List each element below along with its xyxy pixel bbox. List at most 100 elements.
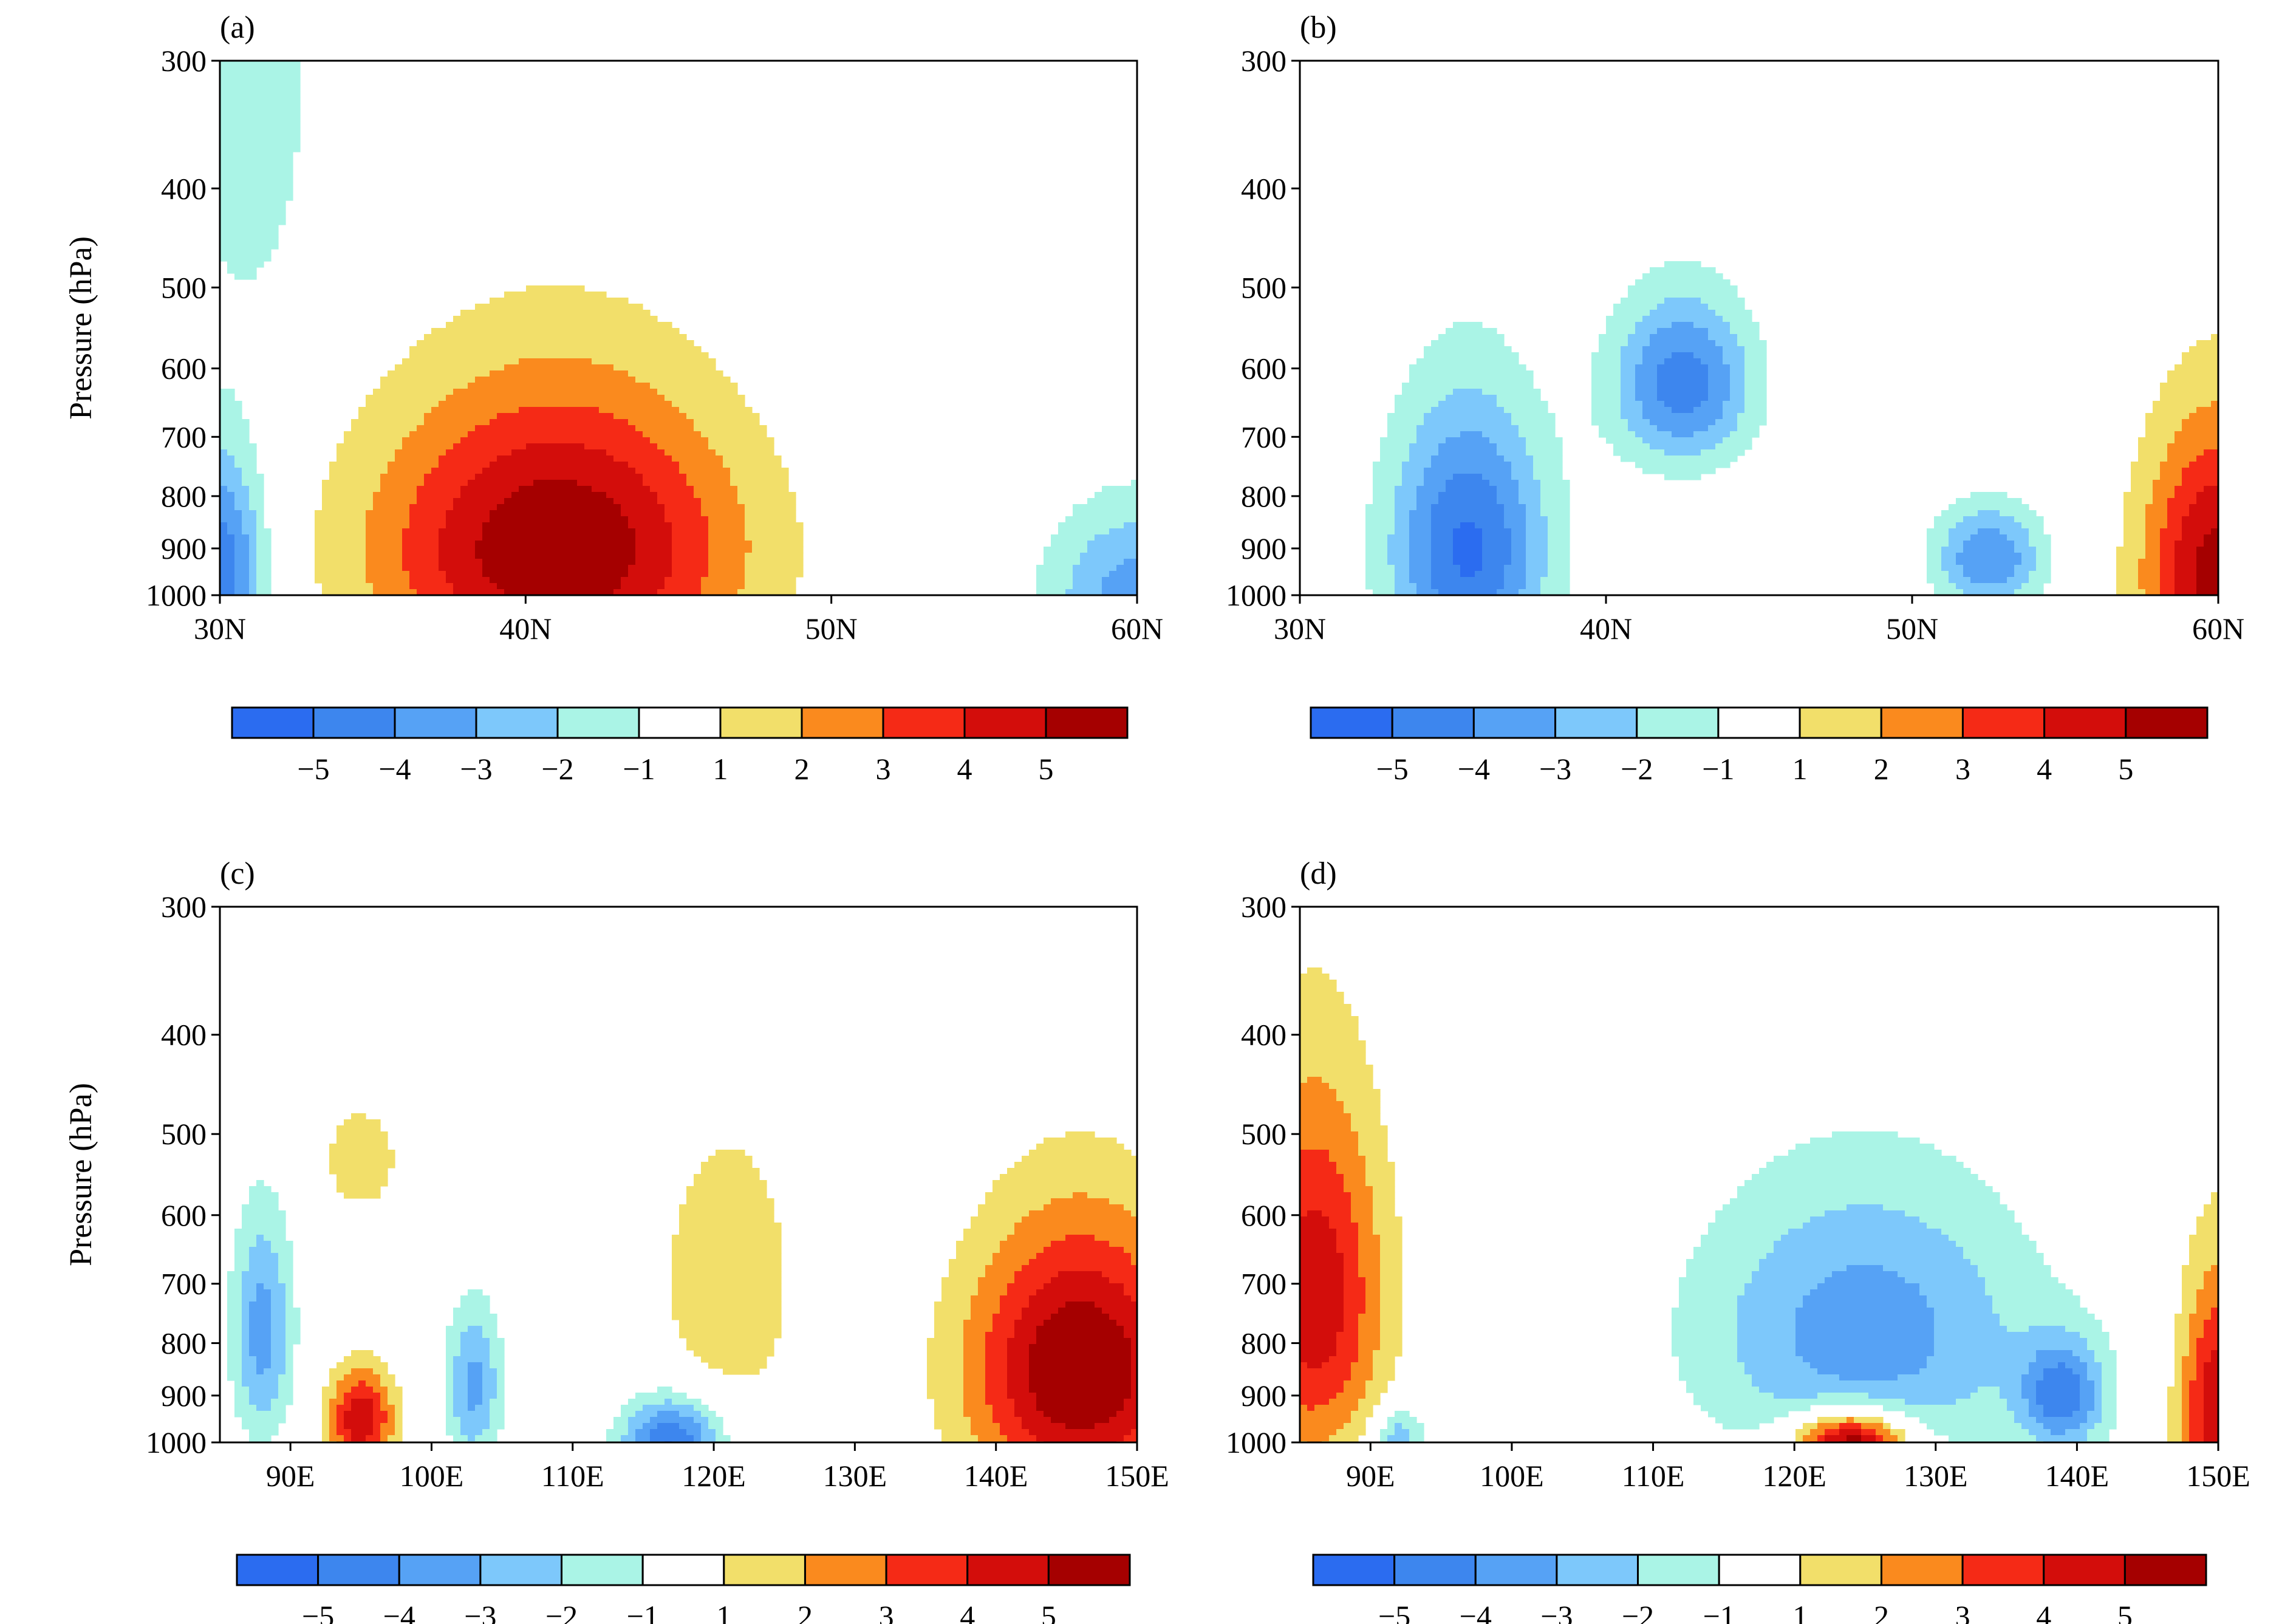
field-cell [1795,1308,1935,1314]
field-cell [1409,377,1534,383]
field-cell [1628,419,1650,426]
field-cell [1606,316,1643,322]
field-cell [1497,589,1519,596]
field-cell [1679,1374,1752,1381]
field-cell [2094,1393,2102,1399]
field-cell [504,364,614,371]
field-cell [249,571,257,578]
field-cell [1344,1314,1359,1320]
field-cell [1109,528,1138,535]
field-cell [1548,522,1570,529]
field-cell [665,516,709,523]
field-cell [592,358,716,365]
field-cell [1591,352,1621,359]
field-cell [1409,1429,1424,1436]
field-cell [1730,322,1760,329]
field-cell [1642,468,1716,474]
field-cell [220,121,301,128]
field-cell [446,1374,454,1381]
field-cell [1402,462,1432,468]
field-cell [366,553,403,559]
field-cell [1336,1429,1366,1436]
field-cell [1446,328,1497,335]
colorbar-box [1636,706,1720,739]
field-cell [1409,1435,1424,1442]
field-cell [927,1393,964,1399]
field-cell [1365,1174,1395,1181]
field-cell [2182,1271,2204,1278]
field-cell [1533,468,1563,474]
field-cell [1759,1387,1978,1393]
colorbar-label: −5 [1376,752,1409,786]
field-cell [2211,1314,2219,1320]
field-cell [315,559,366,565]
field-cell [1095,534,1138,541]
field-cell [475,1435,497,1442]
field-cell [220,146,301,152]
field-cell [497,1374,505,1381]
field-cell [1007,1283,1044,1290]
field-cell [2138,443,2168,450]
field-cell [643,480,687,486]
field-cell [380,1405,395,1411]
x-tick-label: 120E [1762,1459,1826,1493]
field-cell [1978,528,2000,535]
field-cell [1300,1053,1366,1059]
field-cell [672,1247,782,1254]
field-cell [1548,528,1570,535]
field-cell [1446,480,1490,486]
field-cell [227,267,257,274]
field-cell [1817,1423,1840,1430]
field-cell [1482,431,1519,438]
field-cell [329,1435,344,1442]
field-cell [380,474,425,480]
field-cell [716,1150,745,1156]
field-cell [1395,571,1410,578]
field-cell [2160,534,2182,541]
field-cell [2204,1429,2219,1436]
colorbar-label: 1 [1792,752,1808,786]
field-cell [1336,1168,1366,1175]
field-cell [337,1417,344,1424]
field-cell [1029,1302,1066,1308]
field-cell [2175,559,2197,565]
field-cell [963,1368,986,1375]
field-cell [351,1387,374,1393]
field-cell [220,468,242,474]
colorbar-label: 4 [2037,752,2052,786]
field-cell [2160,462,2190,468]
field-cell [1000,1241,1051,1247]
field-cell [380,1393,388,1399]
field-cell [2065,1429,2088,1436]
field-cell [1642,346,1723,353]
field-cell [2160,395,2219,401]
field-cell [409,577,446,584]
field-cell [1102,486,1138,493]
field-cell [708,1156,753,1162]
field-cell [446,516,490,523]
field-cell [482,534,636,541]
field-cell [1621,298,1665,304]
field-cell [1365,1308,1381,1314]
field-cell [1124,1247,1138,1254]
field-cell [2196,1368,2204,1375]
field-cell [1795,1314,1935,1320]
field-cell [1409,541,1432,547]
field-cell [1701,1241,1774,1247]
field-cell [234,559,250,565]
field-cell [1300,1308,1344,1314]
field-cell [497,413,614,420]
field-cell [1424,419,1512,426]
field-cell [1380,443,1410,450]
field-cell [665,395,745,401]
field-cell [2014,547,2037,553]
field-cell [1526,553,1548,559]
field-cell [2160,541,2175,547]
field-cell [1438,498,1497,505]
field-cell [446,1429,461,1436]
field-cell [1124,1289,1138,1296]
field-cell [1723,352,1745,359]
field-cell [672,1241,782,1247]
field-cell [1810,1216,1920,1223]
